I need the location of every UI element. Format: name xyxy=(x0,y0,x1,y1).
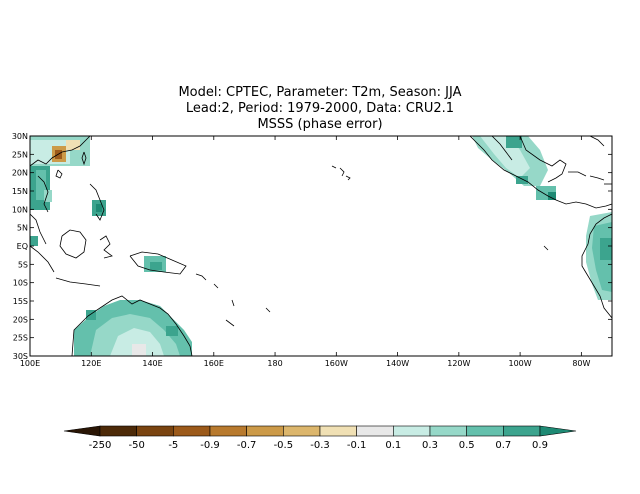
lat-tick-label: 10S xyxy=(13,279,28,288)
lon-tick-label: 100W xyxy=(509,359,532,368)
lat-tick-label: 15S xyxy=(13,297,28,306)
lon-tick-label: 160E xyxy=(204,359,224,368)
lat-tick-label: 20S xyxy=(13,315,28,324)
lon-tick-label: 100E xyxy=(20,359,40,368)
colorbar-label: -0.9 xyxy=(200,440,220,451)
lat-axis: 30N 25N 20N 15N 10N 5N EQ 5S 10S 15S 20S 25S 30S xyxy=(12,132,612,361)
title-line-2: Lead:2, Period: 1979-2000, Data: CRU2.1 xyxy=(185,101,455,116)
lon-tick-label: 140E xyxy=(142,359,162,368)
colorbar-segment xyxy=(466,425,504,437)
colorbar-label: 0.1 xyxy=(385,440,401,451)
title-line-1: Model: CPTEC, Parameter: T2m, Season: JJ… xyxy=(178,85,462,100)
lon-tick-label: 80W xyxy=(572,359,590,368)
colorbar-segment xyxy=(209,425,247,437)
colorbar-segment xyxy=(173,425,211,437)
colorbar-segment xyxy=(246,425,284,437)
colorbar-label: -0.7 xyxy=(237,440,257,451)
colorbar-label: -250 xyxy=(89,440,112,451)
shaded-cells xyxy=(30,136,612,356)
lat-tick-label: 25N xyxy=(12,150,28,159)
lon-axis: 100E 120E 140E 160E 180 160W 140W 120W 100W 80W xyxy=(20,136,591,368)
colorbar-segment xyxy=(99,425,137,437)
lon-tick-label: 180 xyxy=(267,359,282,368)
map-panel xyxy=(29,135,613,357)
lat-tick-label: 25S xyxy=(13,334,28,343)
colorbar-segment xyxy=(356,425,394,437)
lat-tick-label: 15N xyxy=(12,187,28,196)
lon-tick-label: 140W xyxy=(386,359,409,368)
colorbar-label: -50 xyxy=(128,440,144,451)
colorbar-segment xyxy=(503,425,541,437)
colorbar-segment xyxy=(136,425,174,437)
colorbar-segment xyxy=(283,425,321,437)
lon-tick-label: 160W xyxy=(325,359,348,368)
lat-tick-label: 5S xyxy=(18,260,28,269)
lat-tick-label: EQ xyxy=(17,242,28,251)
colorbar-label: -5 xyxy=(168,440,178,451)
lat-tick-label: 5N xyxy=(17,224,28,233)
colorbar-segment xyxy=(319,425,357,437)
colorbar-label: -0.5 xyxy=(274,440,294,451)
lat-tick-label: 20N xyxy=(12,169,28,178)
colorbar: -250 -50 -5 -0.9 -0.7 -0.5 -0.3 -0.1 0.1 0.3 0.5 0.… xyxy=(63,425,577,451)
lon-tick-label: 120W xyxy=(447,359,470,368)
colorbar-left-arrow xyxy=(63,425,101,437)
colorbar-label: 0.3 xyxy=(422,440,438,451)
colorbar-segment xyxy=(393,425,431,437)
colorbar-right-arrow xyxy=(539,425,577,437)
lat-tick-label: 30N xyxy=(12,132,28,141)
colorbar-label: 0.5 xyxy=(459,440,475,451)
colorbar-label: 0.7 xyxy=(495,440,511,451)
colorbar-segment xyxy=(429,425,467,437)
colorbar-label: 0.9 xyxy=(532,440,548,451)
coastlines xyxy=(29,135,613,357)
lat-tick-label: 30S xyxy=(13,352,28,361)
lon-tick-label: 120E xyxy=(81,359,101,368)
lat-tick-label: 10N xyxy=(12,205,28,214)
colorbar-label: -0.1 xyxy=(347,440,367,451)
colorbar-label: -0.3 xyxy=(310,440,330,451)
title-line-3: MSSS (phase error) xyxy=(257,117,383,132)
